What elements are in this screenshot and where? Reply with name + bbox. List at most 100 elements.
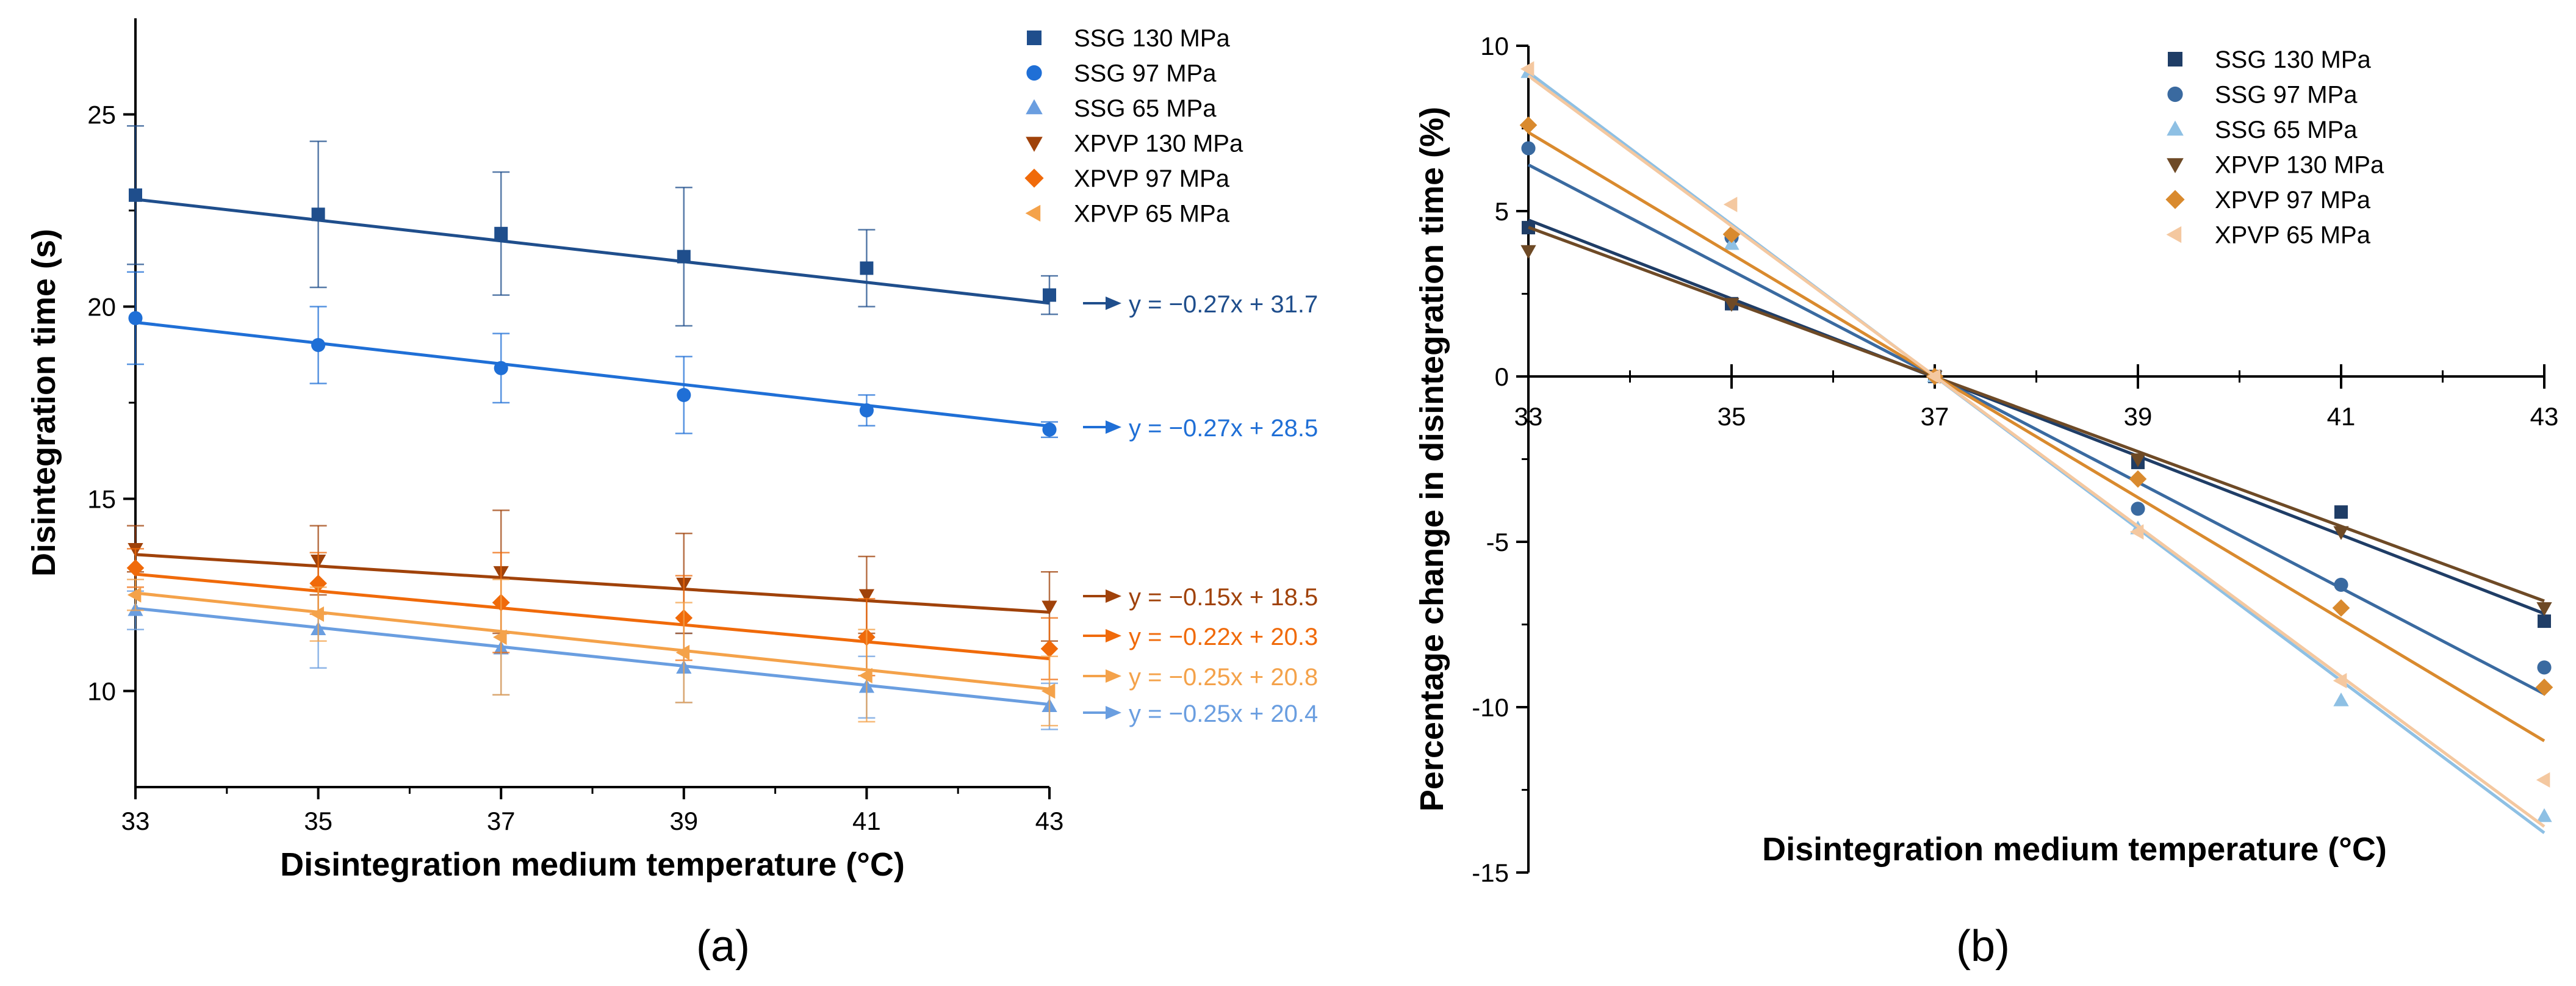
fit-equation: y = −0.25x + 20.4 [1129,700,1318,727]
x-tick-label: 41 [2327,402,2356,431]
legend-marker [2168,52,2182,67]
legend-label: XPVP 130 MPa [2215,152,2384,179]
x-tick-label: 41 [852,807,881,835]
legend-label: XPVP 65 MPa [2215,222,2371,249]
data-point [1520,245,1536,259]
y-tick-label: -15 [1472,858,1509,887]
panel-b-chart: 10 5 0 -5 -10 -15 33 35 37 39 41 43 Disintegration m… [1414,32,2558,971]
data-point [2334,505,2348,519]
legend-marker [2167,86,2183,103]
fit-line [135,591,1050,691]
data-point [493,629,507,645]
data-point [860,261,874,275]
x-tick-label: 35 [304,807,333,835]
data-point [1040,639,1059,658]
legend-label: XPVP 130 MPa [1074,131,1243,157]
legend-marker [2167,120,2184,136]
fit-equation: y = −0.27x + 28.5 [1129,415,1318,442]
data-point [2129,524,2144,540]
y-tick-label: 20 [87,293,116,322]
fit-line [1527,163,2545,696]
legend-marker [1026,65,1042,81]
x-axis-label: Disintegration medium temperature (°C) [1762,831,2387,868]
data-point [1723,196,1738,212]
y-tick-label: 25 [87,101,116,129]
data-point [2536,808,2552,822]
fit-line [1527,74,2545,828]
legend-marker [2165,190,2185,209]
legend-marker [1026,99,1043,115]
fit-equation: y = −0.15x + 18.5 [1129,584,1318,611]
data-point [1724,298,1740,312]
fit-equation: y = −0.27x + 31.7 [1129,291,1318,318]
data-point [128,311,143,325]
y-axis-label: Percentage change in disintegration time… [1414,107,1450,811]
data-point [1041,683,1056,699]
equation-arrowhead [1106,420,1121,434]
panel-a-chart: 33 35 37 39 41 43 10 15 20 25 Disintegration mediu… [26,18,1318,971]
legend-label: SSG 65 MPa [2215,117,2358,143]
y-axis-label: Disintegration time (s) [26,229,62,577]
x-tick-label: 39 [2124,402,2153,431]
x-tick-label: 39 [669,807,698,835]
data-point [310,606,324,622]
legend-label: SSG 65 MPa [1074,95,1217,122]
data-point [1043,288,1056,302]
data-point [2538,614,2551,628]
legend-a: SSG 130 MPa SSG 97 MPa SSG 65 MPa XPVP 130 … [1024,25,1243,228]
data-point [1926,369,1941,384]
fit-line [1527,131,2545,743]
y-tick-label: 0 [1495,362,1509,391]
y-tick-label: 15 [87,485,116,514]
panel-label-a: (a) [696,922,750,971]
data-point [1520,61,1534,77]
fit-line [135,320,1050,428]
data-point [677,387,691,402]
data-point [677,250,691,264]
series-xpvp-130-mpa: y = −0.15x + 18.5 [127,509,1318,642]
fit-line [1528,226,2545,603]
data-point [494,361,508,375]
equation-arrowhead [1106,589,1121,603]
data-point [126,559,145,577]
data-point [2536,772,2550,788]
x-tick-label: 33 [121,807,150,835]
y-tick-label: 10 [1480,32,1509,60]
panel-label-b: (b) [1956,922,2010,971]
x-tick-label: 43 [2530,402,2559,431]
equation-arrowhead [1106,629,1121,642]
data-point [127,587,142,603]
series-ssg-130-mpa: y = −0.27x + 31.7 [127,125,1318,327]
x-tick-label: 43 [1035,807,1064,835]
data-point [311,337,326,353]
legend-marker [1026,137,1043,152]
data-point [2536,602,2552,616]
legend-label: XPVP 65 MPa [1074,201,1230,228]
data-point [311,207,325,221]
data-point [859,403,874,418]
series-xpvp-97-mpa: y = −0.22x + 20.3 [126,548,1318,680]
equation-arrowhead [1106,706,1121,719]
series-ssg-97-mpa: y = −0.27x + 28.5 [127,271,1318,442]
y-tick-label: 5 [1495,197,1509,226]
data-point [1724,236,1740,250]
fit-line [135,553,1050,614]
fit-equation: y = −0.25x + 20.8 [1129,664,1318,691]
fit-line [1528,218,2545,615]
fit-equation: y = −0.22x + 20.3 [1129,624,1318,650]
data-point [2131,502,2145,516]
legend-label: SSG 130 MPa [1074,25,1230,52]
y-tick-label: -10 [1472,693,1509,722]
equation-arrowhead [1106,297,1121,310]
data-point [2535,678,2553,696]
fit-line [135,572,1050,661]
data-point [2129,470,2147,488]
legend-label: XPVP 97 MPa [2215,187,2371,214]
x-tick-label: 37 [1921,402,1949,431]
y-tick-label: 10 [87,677,116,706]
legend-label: SSG 130 MPa [2215,46,2371,73]
y-tick-label: -5 [1486,528,1509,556]
data-point [2333,692,2349,707]
equation-arrowhead [1106,669,1121,683]
